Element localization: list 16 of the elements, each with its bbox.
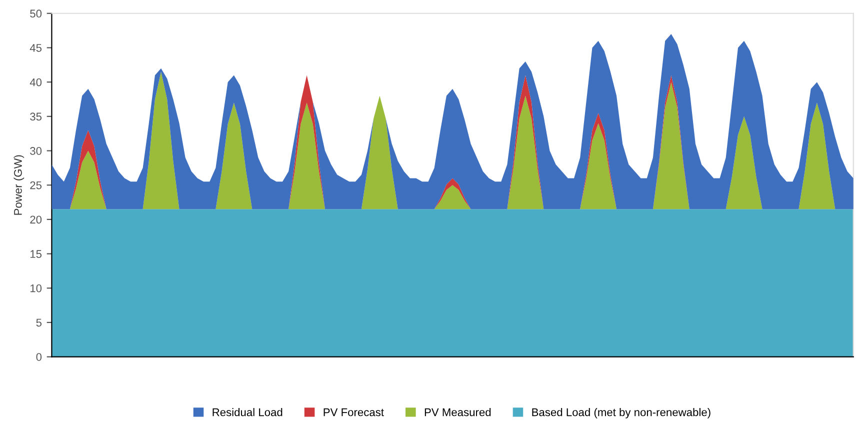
y-tick-label: 50 — [30, 10, 42, 18]
y-tick-label: 25 — [30, 181, 42, 190]
y-tick-label: 45 — [30, 44, 42, 52]
legend-label: PV Measured — [424, 408, 491, 416]
legend-label: Based Load (met by non-renewable) — [532, 408, 710, 418]
y-axis-title: Power (GW) — [14, 155, 24, 215]
y-tick-label: 35 — [30, 112, 42, 121]
y-tick-label: 20 — [30, 216, 42, 224]
legend-label: Residual Load — [212, 408, 282, 416]
y-tick-label: 0 — [36, 353, 42, 361]
legend-label: PV Forecast — [324, 408, 384, 416]
y-tick-label: 10 — [30, 284, 42, 292]
y-tick-label: 5 — [36, 318, 42, 327]
y-tick-label: 30 — [30, 147, 42, 155]
y-tick-label: 15 — [30, 250, 42, 258]
y-tick-label: 40 — [30, 78, 42, 86]
